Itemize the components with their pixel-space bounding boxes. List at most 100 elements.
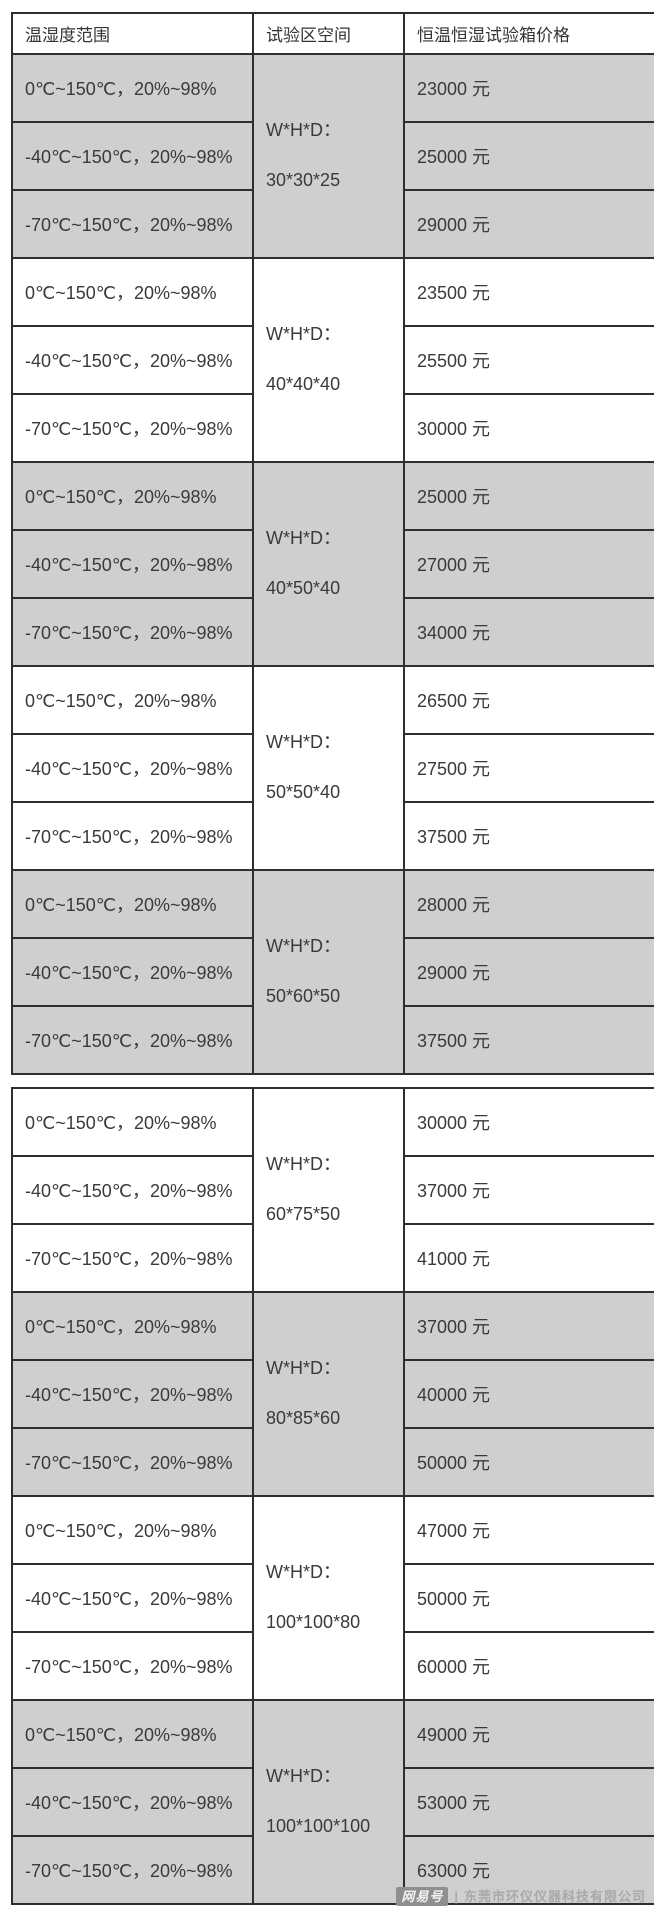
temp-humidity-range-cell: 0℃~150℃，20%~98% [11,1087,254,1157]
price-cell: 53000 元 [403,1767,654,1837]
table-row: -40℃~150℃，20%~98% 25500 元 [11,325,654,395]
size-dimension-label: W*H*D： [266,528,341,549]
test-area-size-cell: W*H*D： 40*50*40 [252,461,405,667]
size-dimension-value: 50*60*50 [266,986,341,1006]
price-cell: 41000 元 [403,1223,654,1293]
size-dimension-value: 100*100*80 [266,1612,361,1632]
price-cell: 30000 元 [403,1087,654,1157]
watermark-company: 东莞市环仪仪器科技有限公司 [463,1889,646,1904]
price-cell: 29000 元 [403,189,654,259]
test-area-size-cell: W*H*D： 40*40*40 [252,257,405,463]
temp-humidity-range-cell: 0℃~150℃，20%~98% [11,257,254,327]
table-row: -70℃~150℃，20%~98% 34000 元 [11,597,654,667]
temp-humidity-range-cell: -40℃~150℃，20%~98% [11,121,254,191]
header-test-area-space: 试验区空间 [252,12,405,55]
header-row: 温湿度范围 试验区空间 恒温恒湿试验箱价格 [11,12,654,55]
table-row: -40℃~150℃，20%~98% 27500 元 [11,733,654,803]
size-dimension-label: W*H*D： [266,1562,341,1583]
table-row: -40℃~150℃，20%~98% 37000 元 [11,1155,654,1225]
size-dimension-label: W*H*D： [266,1154,341,1175]
test-area-size-cell: W*H*D： 100*100*100 [252,1699,405,1905]
size-dimension-value: 40*50*40 [266,578,341,598]
temp-humidity-range-cell: 0℃~150℃，20%~98% [11,1699,254,1769]
temp-humidity-range-cell: 0℃~150℃，20%~98% [11,461,254,531]
temp-humidity-range-cell: -70℃~150℃，20%~98% [11,801,254,871]
temp-humidity-range-cell: -40℃~150℃，20%~98% [11,1767,254,1837]
size-dimension-value: 60*75*50 [266,1204,341,1224]
price-cell: 23000 元 [403,53,654,123]
price-cell: 50000 元 [403,1563,654,1633]
temp-humidity-range-cell: -40℃~150℃，20%~98% [11,1155,254,1225]
table-row: -70℃~150℃，20%~98% 37500 元 [11,1005,654,1075]
table-row: 0℃~150℃，20%~98% W*H*D： 100*100*100 49000 元 [11,1699,654,1905]
table-row: 0℃~150℃，20%~98% W*H*D： 50*60*50 28000 元 [11,869,654,1075]
size-dimension-label: W*H*D： [266,732,341,753]
test-area-size-cell: W*H*D： 50*60*50 [252,869,405,1075]
size-dimension-label: W*H*D： [266,1766,341,1787]
header-chamber-price: 恒温恒湿试验箱价格 [403,12,654,55]
table-row: 0℃~150℃，20%~98% W*H*D： 100*100*80 47000 元 [11,1495,654,1701]
temp-humidity-range-cell: -40℃~150℃，20%~98% [11,937,254,1007]
temp-humidity-range-cell: 0℃~150℃，20%~98% [11,1495,254,1565]
temp-humidity-range-cell: -70℃~150℃，20%~98% [11,189,254,259]
price-cell: 50000 元 [403,1427,654,1497]
price-cell: 25500 元 [403,325,654,395]
table-header: 温湿度范围 试验区空间 恒温恒湿试验箱价格 [11,12,654,55]
header-temp-humidity-range: 温湿度范围 [11,12,254,55]
table-row: 0℃~150℃，20%~98% W*H*D： 50*50*40 26500 元 [11,665,654,871]
temp-humidity-range-cell: -40℃~150℃，20%~98% [11,733,254,803]
size-dimension-label: W*H*D： [266,120,341,141]
table-row: -40℃~150℃，20%~98% 27000 元 [11,529,654,599]
test-area-size-cell: W*H*D： 30*30*25 [252,53,405,259]
table-row: -70℃~150℃，20%~98% 30000 元 [11,393,654,463]
test-area-size-cell: W*H*D： 80*85*60 [252,1291,405,1497]
price-cell: 30000 元 [403,393,654,463]
temp-humidity-range-cell: 0℃~150℃，20%~98% [11,665,254,735]
price-cell: 27000 元 [403,529,654,599]
temp-humidity-range-cell: -70℃~150℃，20%~98% [11,1005,254,1075]
netease-badge: 网易号 [396,1887,449,1906]
table-row: 0℃~150℃，20%~98% W*H*D： 80*85*60 37000 元 [11,1291,654,1497]
temp-humidity-range-cell: -70℃~150℃，20%~98% [11,597,254,667]
price-cell: 25000 元 [403,461,654,531]
temp-humidity-range-cell: -40℃~150℃，20%~98% [11,529,254,599]
size-dimension-value: 100*100*100 [266,1816,371,1836]
price-cell: 37500 元 [403,801,654,871]
table-row: 0℃~150℃，20%~98% W*H*D： 40*40*40 23500 元 [11,257,654,463]
size-dimension-label: W*H*D： [266,324,341,345]
test-area-size-cell: W*H*D： 50*50*40 [252,665,405,871]
size-dimension-value: 30*30*25 [266,170,341,190]
price-cell: 40000 元 [403,1359,654,1429]
price-cell: 34000 元 [403,597,654,667]
temp-humidity-range-cell: -40℃~150℃，20%~98% [11,1359,254,1429]
price-cell: 23500 元 [403,257,654,327]
test-area-size-cell: W*H*D： 60*75*50 [252,1087,405,1293]
temp-humidity-range-cell: -70℃~150℃，20%~98% [11,1223,254,1293]
price-cell: 29000 元 [403,937,654,1007]
temp-humidity-range-cell: -40℃~150℃，20%~98% [11,325,254,395]
price-cell: 25000 元 [403,121,654,191]
table-row: -40℃~150℃，20%~98% 40000 元 [11,1359,654,1429]
temp-humidity-range-cell: 0℃~150℃，20%~98% [11,869,254,939]
size-dimension-value: 40*40*40 [266,374,341,394]
price-table-2: 0℃~150℃，20%~98% W*H*D： 60*75*50 30000 元 -40℃… [11,1087,654,1905]
price-cell: 47000 元 [403,1495,654,1565]
watermark-separator: | [454,1889,458,1904]
watermark: 网易号 | 东莞市环仪仪器科技有限公司 [396,1887,646,1906]
size-dimension-value: 50*50*40 [266,782,341,802]
size-dimension-value: 80*85*60 [266,1408,341,1428]
price-cell: 37500 元 [403,1005,654,1075]
size-dimension-label: W*H*D： [266,936,341,957]
price-cell: 63000 元 [403,1835,654,1905]
table-row: -70℃~150℃，20%~98% 37500 元 [11,801,654,871]
temp-humidity-range-cell: -70℃~150℃，20%~98% [11,1427,254,1497]
table-row: 0℃~150℃，20%~98% W*H*D： 60*75*50 30000 元 [11,1087,654,1293]
size-dimension-label: W*H*D： [266,1358,341,1379]
temp-humidity-range-cell: -40℃~150℃，20%~98% [11,1563,254,1633]
price-cell: 49000 元 [403,1699,654,1769]
price-cell: 60000 元 [403,1631,654,1701]
table-row: -70℃~150℃，20%~98% 29000 元 [11,189,654,259]
table-row: -70℃~150℃，20%~98% 41000 元 [11,1223,654,1293]
temp-humidity-range-cell: -70℃~150℃，20%~98% [11,393,254,463]
